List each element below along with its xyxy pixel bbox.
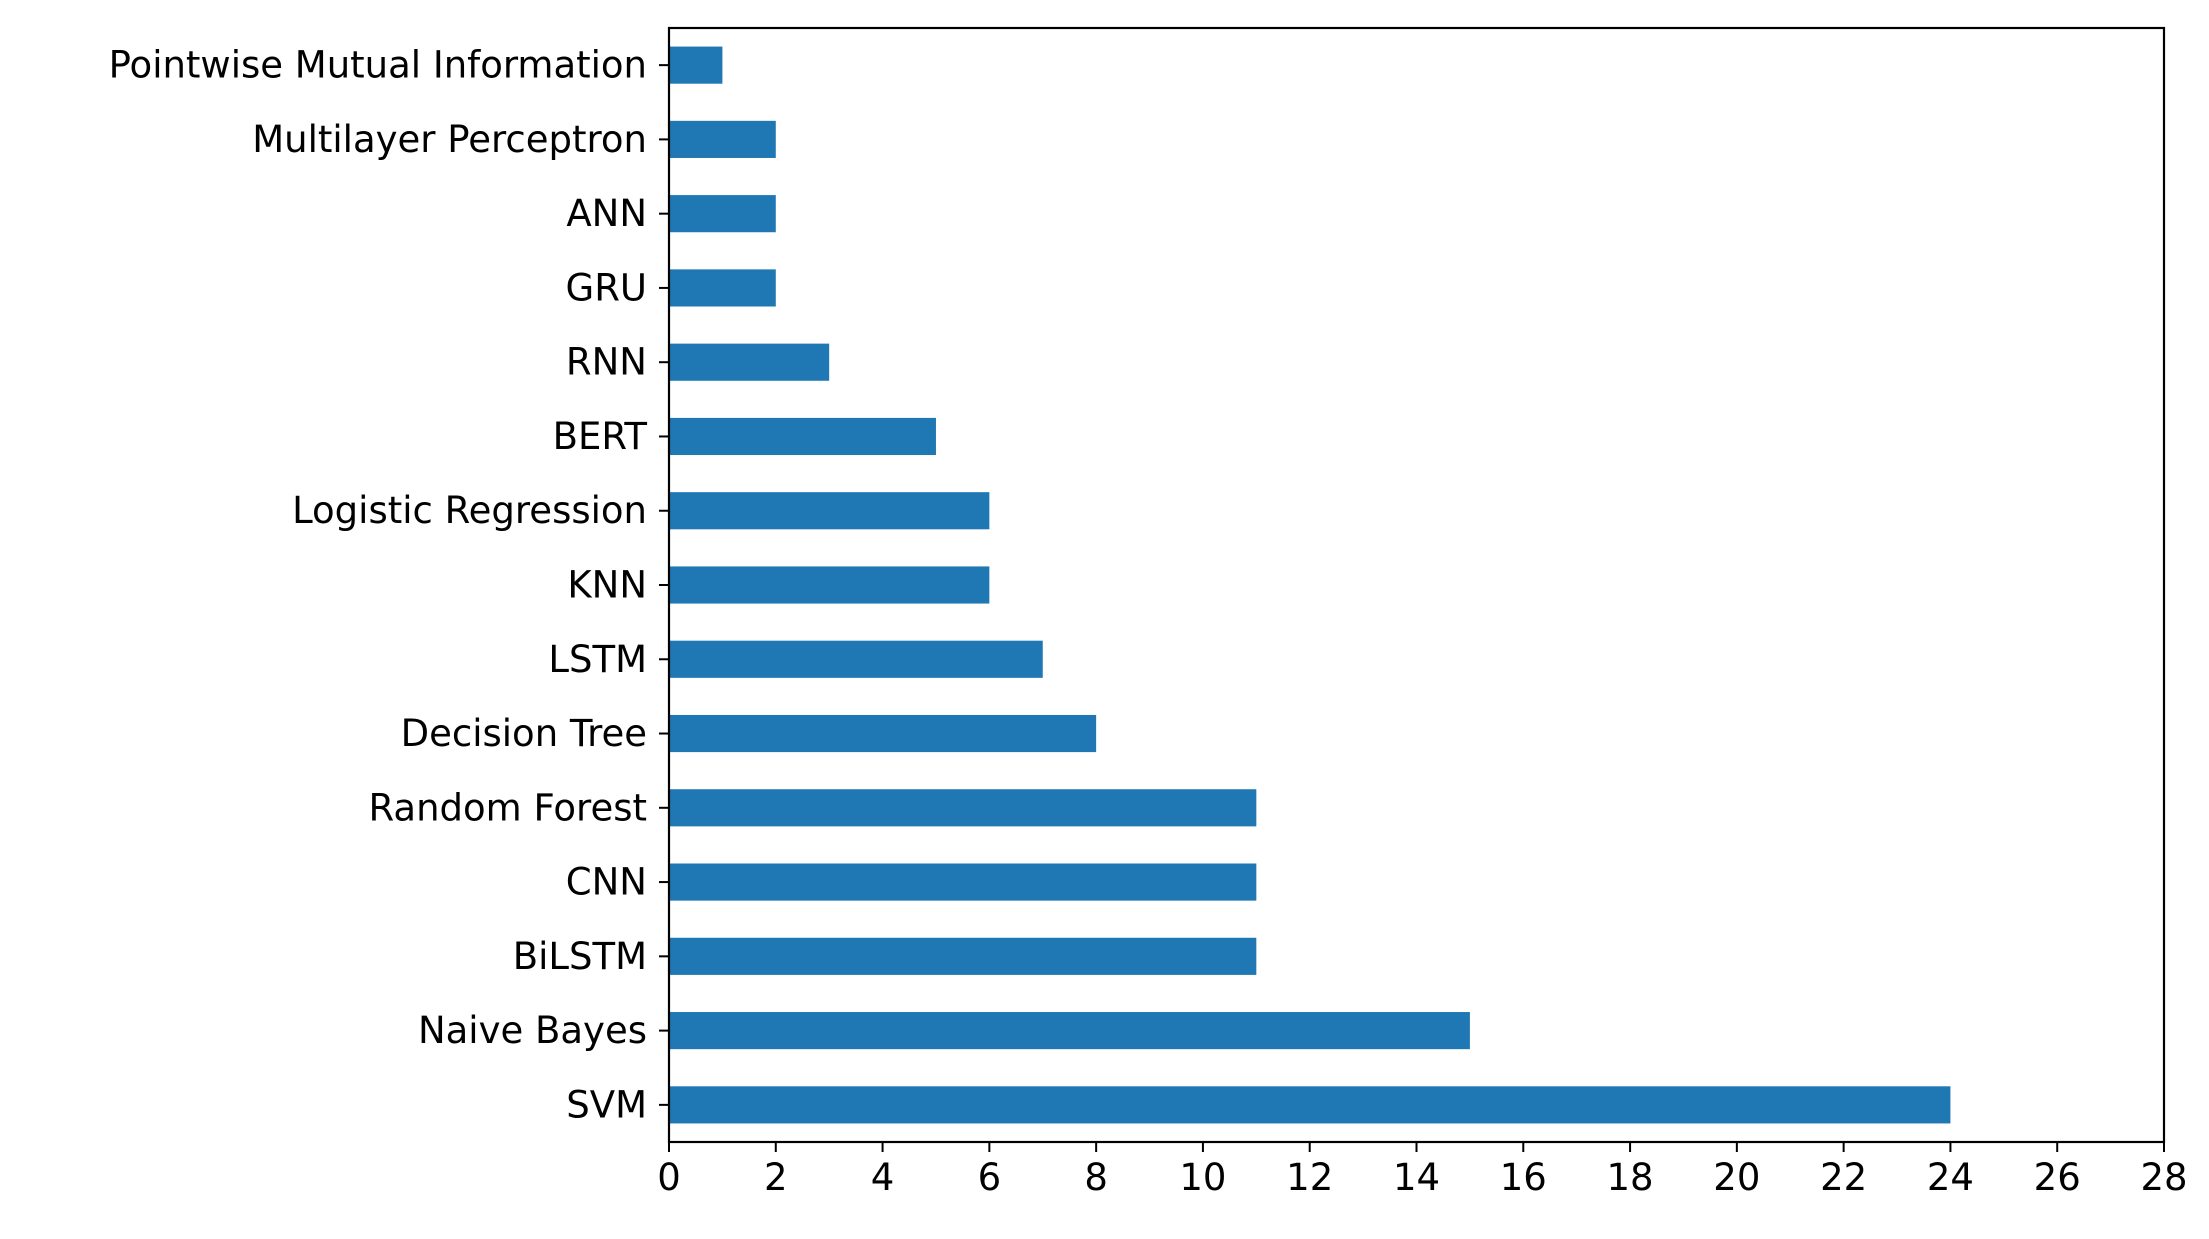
bar-rnn xyxy=(669,343,830,381)
bar-lstm xyxy=(669,640,1043,678)
x-tick-label: 18 xyxy=(1607,1156,1654,1199)
bar-naive-bayes xyxy=(669,1012,1470,1050)
x-tick-label: 22 xyxy=(1820,1156,1867,1199)
y-tick-label: GRU xyxy=(566,266,647,309)
bar-logistic-regression xyxy=(669,492,990,530)
x-tick-label: 20 xyxy=(1713,1156,1760,1199)
y-tick-label: SVM xyxy=(566,1083,647,1126)
y-axis-ticks: SVM Naive Bayes BiLSTM CNN Random Forest Deci… xyxy=(109,44,669,1126)
plot-frame xyxy=(667,26,2166,1144)
y-tick-label: Logistic Regression xyxy=(292,489,647,532)
y-tick-label: KNN xyxy=(567,564,647,607)
y-tick-label: BERT xyxy=(553,415,648,458)
x-tick-label: 12 xyxy=(1286,1156,1333,1199)
y-tick-label: ANN xyxy=(566,192,647,235)
x-tick-label: 10 xyxy=(1179,1156,1226,1199)
x-tick-label: 28 xyxy=(2140,1156,2187,1199)
bar-random-forest xyxy=(669,789,1257,827)
y-tick-label: Multilayer Perceptron xyxy=(252,118,647,161)
bar-ann xyxy=(669,195,776,233)
y-tick-label: Pointwise Mutual Information xyxy=(109,44,647,87)
bar-multilayer-perceptron xyxy=(669,120,776,158)
bar-bilstm xyxy=(669,937,1257,975)
y-tick-label: Decision Tree xyxy=(401,712,647,755)
x-tick-label: 6 xyxy=(978,1156,1002,1199)
x-tick-label: 16 xyxy=(1500,1156,1547,1199)
bar-cnn xyxy=(669,863,1257,901)
y-tick-label: LSTM xyxy=(548,638,647,681)
y-tick-label: Random Forest xyxy=(369,786,648,829)
bar-svm xyxy=(669,1086,1951,1124)
x-axis-ticks: 0 2 4 6 8 10 12 14 16 18 20 22 24 26 28 xyxy=(657,1142,2188,1199)
bars-group xyxy=(669,46,1951,1124)
bar-knn xyxy=(669,566,990,604)
x-tick-label: 8 xyxy=(1084,1156,1108,1199)
y-tick-label: BiLSTM xyxy=(513,935,647,978)
x-tick-label: 14 xyxy=(1393,1156,1440,1199)
bar-bert xyxy=(669,417,936,456)
x-tick-label: 4 xyxy=(871,1156,895,1199)
x-tick-label: 24 xyxy=(1927,1156,1974,1199)
x-tick-label: 26 xyxy=(2034,1156,2081,1199)
y-tick-label: CNN xyxy=(566,861,647,904)
bar-pointwise-mutual-information xyxy=(669,46,723,84)
y-tick-label: RNN xyxy=(566,341,647,384)
bar-decision-tree xyxy=(669,714,1097,753)
x-tick-label: 0 xyxy=(657,1156,681,1199)
y-tick-label: Naive Bayes xyxy=(418,1009,647,1052)
x-tick-label: 2 xyxy=(764,1156,788,1199)
bar-gru xyxy=(669,269,776,307)
